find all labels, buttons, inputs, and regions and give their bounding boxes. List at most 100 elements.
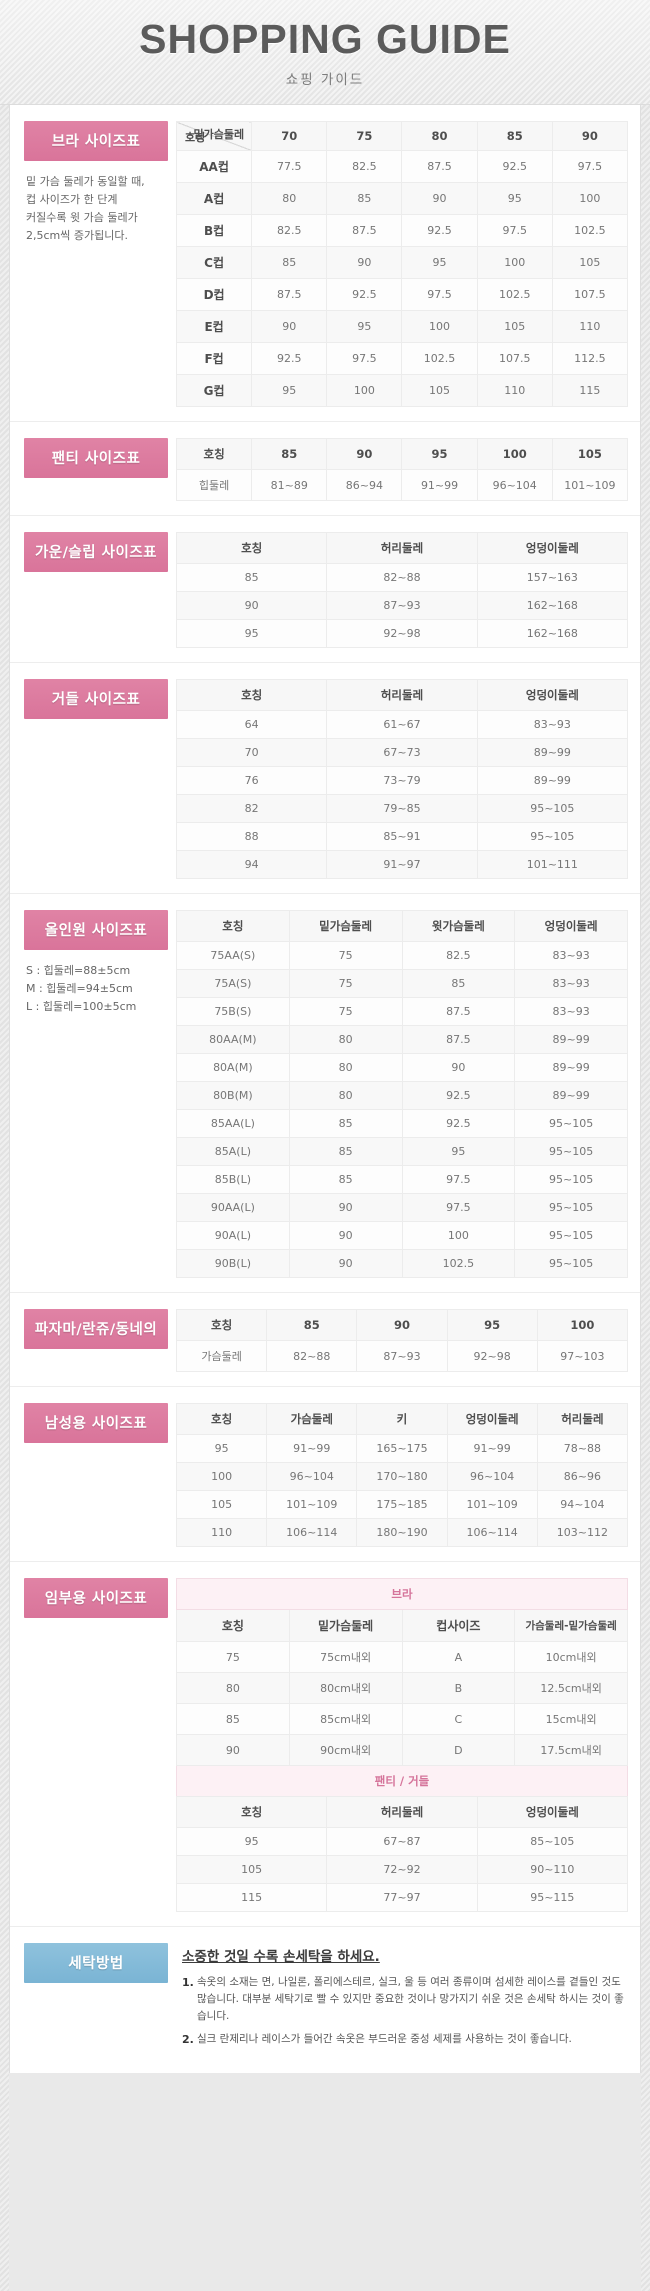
- mens-tag: 남성용 사이즈표: [24, 1403, 168, 1443]
- washing-title: 소중한 것일 수록 손세탁을 하세요.: [182, 1949, 380, 1965]
- mens-table-wrap: 호칭 가슴둘레 키 엉덩이둘레 허리둘레 95 91~99 165~175 91…: [175, 1403, 629, 1547]
- cell: 10cm내외: [514, 1641, 628, 1673]
- cell: 85: [251, 246, 328, 279]
- col-head: 허리둘레: [326, 679, 478, 711]
- cell: C: [401, 1703, 516, 1735]
- col-head: 90: [551, 121, 629, 151]
- section-panty: 팬티 사이즈표 호칭 85 90 95 100 105 힙둘레: [10, 422, 640, 516]
- cell: 85B(L): [176, 1165, 290, 1194]
- cell: 83~93: [514, 997, 628, 1026]
- maternity-bra-banner: 브라: [176, 1578, 628, 1610]
- cell: 94~104: [536, 1490, 629, 1519]
- cell: 92.5: [401, 1109, 516, 1138]
- cell: 87.5: [401, 1025, 516, 1054]
- cell: 88: [175, 822, 328, 851]
- table-row: 85B(L) 85 97.5 95~105: [176, 1165, 628, 1194]
- cell: B: [401, 1672, 516, 1704]
- col-head: 호칭: [176, 1609, 290, 1642]
- allinone-note-line: S : 힙둘레=88±5cm: [26, 964, 131, 977]
- allinone-table-body: 75AA(S) 75 82.5 83~93 75A(S) 75 85 83~93: [176, 941, 628, 1278]
- bra-note-line: 2,5cm씩 증가됩니다.: [26, 229, 128, 243]
- col-head: 85: [251, 438, 328, 470]
- row-label: A컵: [175, 182, 253, 215]
- section-mens: 남성용 사이즈표 호칭 가슴둘레 키 엉덩이둘레 허리둘레 95 91~99: [10, 1387, 640, 1562]
- right-edge-texture: [641, 105, 650, 2291]
- cell: 80: [288, 1053, 403, 1082]
- cell: 103~112: [536, 1518, 629, 1547]
- cell: 67~73: [326, 738, 478, 767]
- cell: 90B(L): [176, 1249, 290, 1278]
- col-head: 호칭: [175, 1403, 268, 1435]
- cell: 97.5: [401, 278, 478, 311]
- col-head: 가슴둘레: [266, 1403, 358, 1435]
- section-maternity: 임부용 사이즈표 브라 호칭 밑가슴둘레 컵사이즈 가슴둘레-밑가슴둘레: [10, 1562, 640, 1927]
- cell: 106~114: [446, 1518, 538, 1547]
- section-all-in-one: 올인원 사이즈표 S : 힙둘레=88±5cm M : 힙둘레=94±5cm L…: [10, 894, 640, 1293]
- mens-size-table: 호칭 가슴둘레 키 엉덩이둘레 허리둘레 95 91~99 165~175 91…: [175, 1403, 629, 1547]
- cell: 90: [251, 310, 328, 343]
- cell: 87.5: [401, 997, 516, 1026]
- table-row: 94 91~97 101~111: [175, 850, 629, 879]
- page-title: SHOPPING GUIDE: [139, 16, 511, 62]
- table-row: 85 82~88 157~163: [175, 563, 629, 592]
- allinone-tag: 올인원 사이즈표: [24, 910, 168, 950]
- list-item: 1. 속옷의 소재는 면, 나일론, 폴리에스테르, 실크, 울 등 여러 종류…: [182, 1974, 628, 2024]
- cell: 67~87: [326, 1827, 478, 1856]
- col-head: 호칭: [175, 1309, 268, 1341]
- gown-tag: 가운/슬립 사이즈표: [24, 532, 168, 572]
- cell: 170~180: [356, 1462, 448, 1491]
- bra-corner-cell: 밑가슴둘레 호칭: [175, 121, 253, 151]
- col-head: 90: [356, 1309, 448, 1341]
- list-item: 2. 실크 란제리나 레이스가 들어간 속옷은 부드러운 중성 세제를 사용하는…: [182, 2031, 628, 2048]
- cell: 75A(S): [176, 969, 290, 998]
- cell: 89~99: [476, 738, 629, 767]
- cell: 95~105: [514, 1249, 628, 1278]
- cell: 101~109: [266, 1490, 358, 1519]
- cell: 85: [288, 1109, 403, 1138]
- cell: 96~104: [446, 1462, 538, 1491]
- maternity-table-wrap: 브라 호칭 밑가슴둘레 컵사이즈 가슴둘레-밑가슴둘레 75 75cm내외 A: [175, 1578, 629, 1912]
- col-head: 허리둘레: [536, 1403, 629, 1435]
- list-item-number: 2.: [182, 2033, 194, 2047]
- cell: 97.5: [401, 1165, 516, 1194]
- table-header-row: 호칭 허리둘레 엉덩이둘레: [175, 1796, 629, 1828]
- table-row: 85AA(L) 85 92.5 95~105: [176, 1109, 628, 1138]
- table-row: 95 92~98 162~168: [175, 619, 629, 648]
- table-header-row: 호칭 허리둘레 엉덩이둘레: [175, 679, 629, 711]
- allinone-table-wrap: 호칭 밑가슴둘레 윗가슴둘레 엉덩이둘레 75AA(S) 75 82.5 83~…: [176, 910, 628, 1278]
- cell: 80AA(M): [176, 1025, 290, 1054]
- list-item-text: 속옷의 소재는 면, 나일론, 폴리에스테르, 실크, 울 등 여러 종류이며 …: [197, 1976, 624, 2022]
- cell: 80A(M): [176, 1053, 290, 1082]
- cell: 82.5: [251, 214, 328, 247]
- cell: 86~94: [326, 469, 403, 501]
- cell: 90: [401, 182, 478, 215]
- washing-body: 소중한 것일 수록 손세탁을 하세요. 1. 속옷의 소재는 면, 나일론, 폴…: [176, 1943, 628, 2055]
- col-head: 가슴둘레-밑가슴둘레: [514, 1609, 628, 1642]
- table-row: 90 87~93 162~168: [175, 591, 629, 620]
- col-head: 80: [401, 121, 478, 151]
- col-head: 100: [476, 438, 553, 470]
- cell: 89~99: [514, 1053, 628, 1082]
- cell: 85: [401, 969, 516, 998]
- cell: 75B(S): [176, 997, 290, 1026]
- list-item-text: 실크 란제리나 레이스가 들어간 속옷은 부드러운 중성 세제를 사용하는 것이…: [197, 2033, 572, 2046]
- cell: 89~99: [514, 1081, 628, 1110]
- cell: 102.5: [401, 1249, 516, 1278]
- table-row: G컵 95 100 105 110 115: [175, 374, 629, 407]
- cell: 165~175: [356, 1434, 448, 1463]
- cell: 95~105: [514, 1193, 628, 1222]
- cell: 101~109: [446, 1490, 538, 1519]
- gown-side: 가운/슬립 사이즈표: [24, 532, 176, 572]
- bra-corner-top-label: 밑가슴둘레: [193, 128, 245, 141]
- page-header: SHOPPING GUIDE 쇼핑 가이드: [0, 0, 650, 105]
- cell: 87~93: [356, 1340, 448, 1372]
- col-head: 85: [476, 121, 553, 151]
- cell: 82~88: [326, 563, 478, 592]
- cell: 85: [176, 1703, 290, 1735]
- cell: 78~88: [536, 1434, 629, 1463]
- cell: 87.5: [251, 278, 328, 311]
- washing-tag: 세탁방법: [24, 1943, 168, 1983]
- maternity-panty-banner: 팬티 / 거들: [176, 1765, 628, 1797]
- cell: 95: [476, 182, 553, 215]
